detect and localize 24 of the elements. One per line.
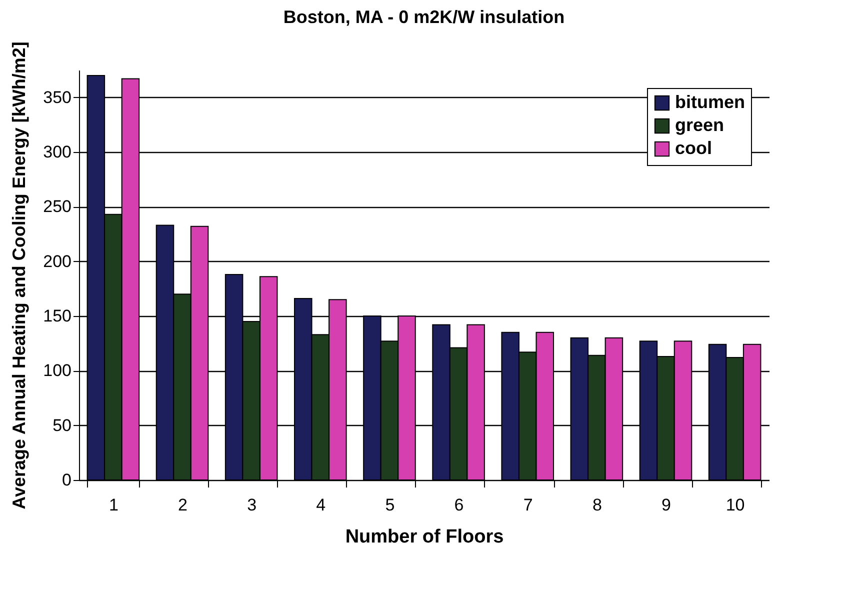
chart-title: Boston, MA - 0 m2K/W insulation xyxy=(283,6,565,27)
y-tick-label: 350 xyxy=(43,88,72,107)
x-tick-label: 6 xyxy=(454,496,464,514)
x-tick-label: 2 xyxy=(178,496,188,514)
x-tick-label: 7 xyxy=(523,496,533,514)
y-tick-label: 200 xyxy=(43,252,72,271)
y-tick-label: 0 xyxy=(62,470,72,490)
legend-label: bitumen xyxy=(675,92,745,112)
y-tick-label: 150 xyxy=(43,306,72,326)
y-tick-label: 250 xyxy=(43,197,72,216)
x-tick-label: 8 xyxy=(592,496,602,514)
y-tick-label: 300 xyxy=(43,142,72,162)
x-tick-label: 1 xyxy=(108,496,118,514)
legend-label: cool xyxy=(675,138,712,158)
x-tick-label: 10 xyxy=(726,496,745,514)
legend-label: green xyxy=(675,115,724,135)
x-tick-label: 9 xyxy=(662,496,671,514)
x-tick-label: 3 xyxy=(247,496,257,514)
y-tick-label: 50 xyxy=(52,416,72,435)
y-tick-label: 100 xyxy=(43,361,72,380)
y-axis-title: Average Annual Heating and Cooling Energy [kWh/m2] xyxy=(9,42,30,510)
x-tick-label: 4 xyxy=(316,496,326,514)
x-tick-label: 5 xyxy=(385,496,395,514)
x-axis-title: Number of Floors xyxy=(345,526,504,548)
